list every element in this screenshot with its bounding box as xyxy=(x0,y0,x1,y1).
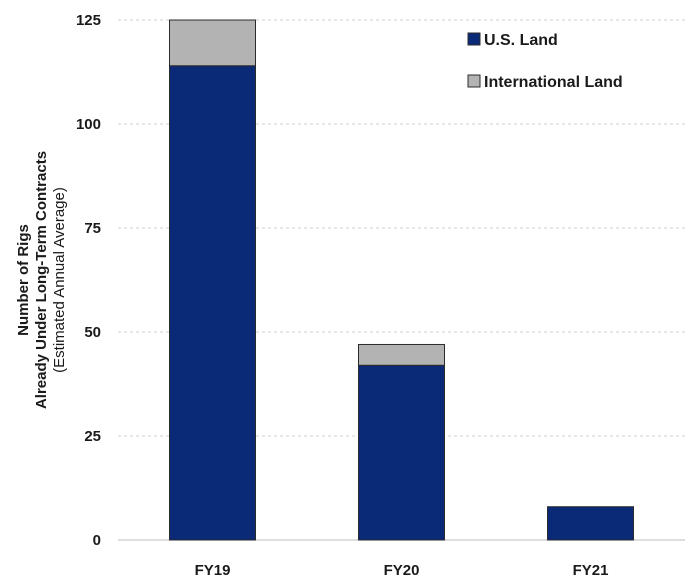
x-category-label: FY19 xyxy=(195,562,231,579)
x-axis-categories: FY19 FY20 FY21 xyxy=(195,562,609,579)
y-axis-label-line3: (Estimated Annual Average) xyxy=(51,187,68,373)
bar-fy19-international-land xyxy=(169,19,256,67)
y-axis-label-line1: Number of Rigs xyxy=(15,224,32,336)
bar-fy21-u-s-land xyxy=(547,506,634,541)
x-category-label: FY20 xyxy=(384,562,420,579)
bar-fy20-u-s-land xyxy=(358,364,445,541)
y-tick-label: 125 xyxy=(76,12,101,29)
bar-fy20-international-land xyxy=(358,343,445,366)
y-tick-label: 25 xyxy=(84,428,101,445)
legend-label: International Land xyxy=(484,74,623,91)
legend: U.S. Land International Land xyxy=(467,32,623,91)
y-tick-label: 50 xyxy=(84,324,101,341)
legend-swatch xyxy=(467,32,481,46)
y-axis-ticks: 0 25 50 75 100 125 xyxy=(76,12,101,549)
x-category-label: FY21 xyxy=(573,562,609,579)
y-axis-label-line2: Already Under Long-Term Contracts xyxy=(33,151,50,409)
bars xyxy=(169,19,634,541)
y-axis-title: Number of Rigs Already Under Long-Term C… xyxy=(15,151,68,409)
y-tick-label: 0 xyxy=(93,532,101,549)
y-tick-label: 75 xyxy=(84,220,101,237)
legend-swatch xyxy=(467,74,481,88)
legend-label: U.S. Land xyxy=(484,32,558,49)
bar-fy19-u-s-land xyxy=(169,65,256,541)
y-tick-label: 100 xyxy=(76,116,101,133)
